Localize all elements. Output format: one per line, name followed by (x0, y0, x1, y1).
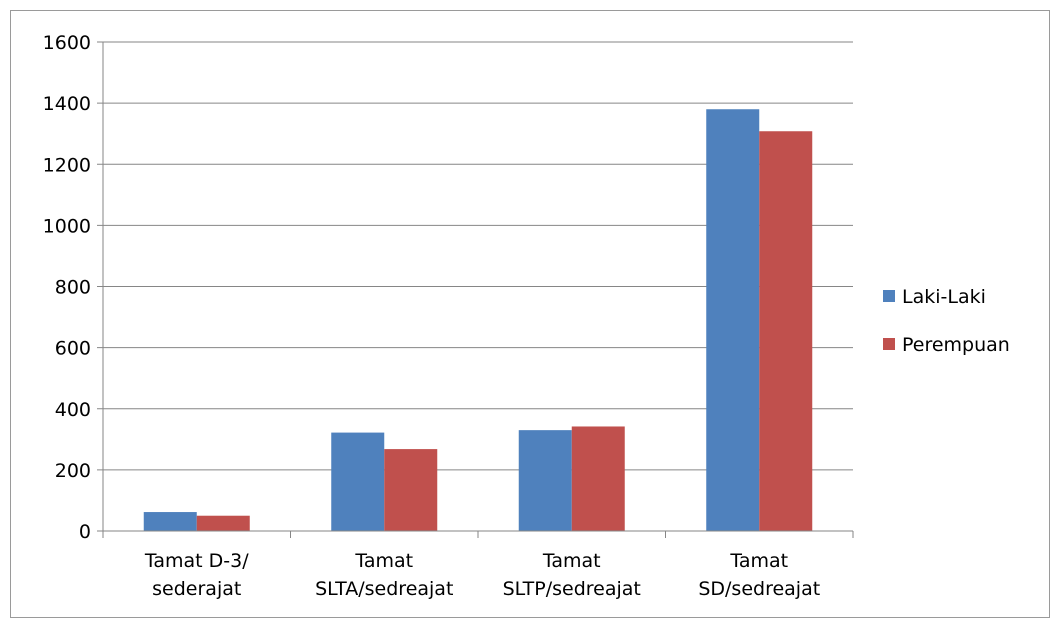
x-category-label: Tamat (542, 550, 601, 572)
y-tick-label: 0 (79, 521, 91, 543)
bars (143, 109, 813, 532)
y-tick-labels: 0 200 400 600 800 1000 1200 1400 1600 (43, 32, 91, 543)
x-category-label: sederajat (152, 578, 241, 600)
y-tick-label: 1400 (43, 93, 91, 115)
bar-perempuan (384, 449, 438, 531)
legend-swatch (883, 290, 895, 302)
y-tick-label: 1200 (43, 154, 91, 176)
bar-laki-laki (518, 430, 572, 531)
y-tick-label: 800 (55, 277, 91, 299)
bar-laki-laki (706, 109, 760, 532)
y-tick-label: 400 (55, 399, 91, 421)
y-tick-label: 600 (55, 338, 91, 360)
chart-frame: 0 200 400 600 800 1000 1200 1400 1600 Tamat D-3/… (10, 10, 1050, 618)
axes (97, 41, 854, 538)
y-tick-label: 1600 (43, 32, 91, 54)
x-category-label: Tamat (729, 550, 788, 572)
legend-label: Perempuan (902, 334, 1010, 356)
legend-swatch (883, 338, 895, 350)
x-category-labels: Tamat D-3/sederajat Tamat SLTA/sedreajat Ta… (144, 550, 820, 600)
x-category-label: Tamat D-3/ (144, 550, 249, 572)
x-category-label: Tamat (354, 550, 413, 572)
legend: Laki-Laki Perempuan (883, 286, 1010, 356)
bar-perempuan (571, 426, 625, 531)
legend-label: Laki-Laki (902, 286, 986, 308)
bar-chart: 0 200 400 600 800 1000 1200 1400 1600 Tamat D-3/… (43, 32, 1010, 600)
y-tick-label: 200 (55, 460, 91, 482)
bar-perempuan (196, 515, 250, 531)
x-category-label: SLTP/sedreajat (503, 578, 641, 600)
x-category-label: SLTA/sedreajat (315, 578, 453, 600)
bar-laki-laki (143, 512, 197, 531)
bar-perempuan (759, 131, 813, 531)
y-tick-label: 1000 (43, 215, 91, 237)
x-category-label: SD/sedreajat (698, 578, 820, 600)
bar-laki-laki (331, 432, 385, 531)
gridlines (103, 41, 853, 471)
